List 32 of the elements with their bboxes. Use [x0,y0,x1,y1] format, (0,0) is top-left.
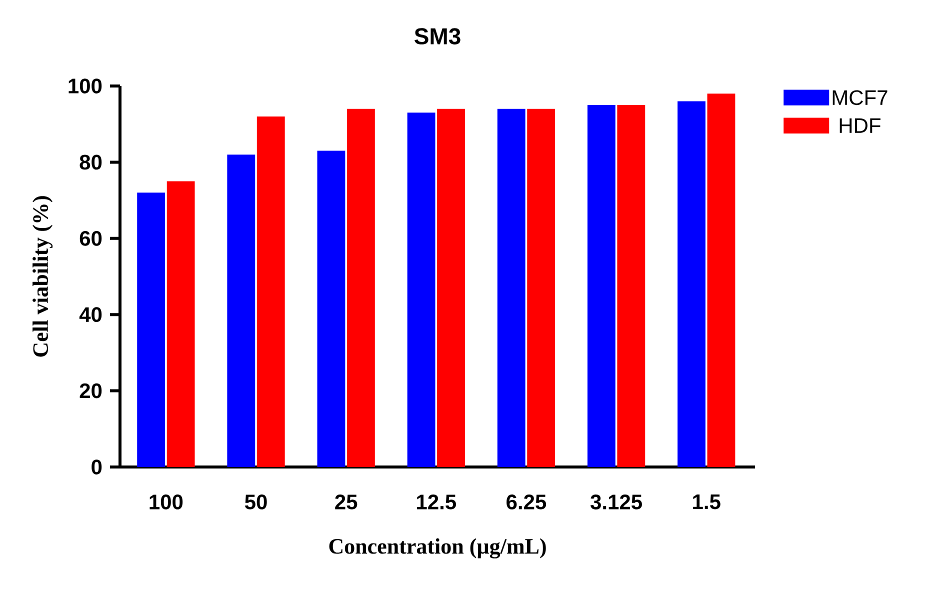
chart-title: SM3 [414,28,460,44]
bar [707,94,736,468]
bar [346,108,375,468]
x-tick-label: 3.125 [590,494,642,510]
bar [497,108,526,468]
y-tick-label: 0 [92,460,102,474]
x-tick-label: 25 [335,494,358,510]
y-tick-label: 20 [80,383,102,398]
legend-label: HDF [840,118,880,133]
bar [678,101,706,468]
y-tick-label: 40 [79,307,102,322]
bar [527,108,556,468]
bar [437,108,465,468]
bar [317,150,346,468]
legend-label: MCF7 [832,90,888,106]
bar [227,154,256,468]
bar [166,181,195,468]
y-axis-title: Cell viability (%) [32,196,53,357]
x-tick-label: 1.5 [693,494,720,510]
bar [137,192,166,468]
y-tick-label: 60 [80,230,102,246]
x-tick-label: 12.5 [417,494,456,510]
x-tick-label: 100 [150,494,183,510]
x-tick-label: 50 [244,494,267,510]
bar [407,112,436,468]
bar [256,116,285,468]
y-tick-label: 80 [80,154,102,170]
x-tick-label: 6.25 [506,494,546,510]
x-axis-title: Concentration (µg/mL) [329,538,546,558]
y-tick-label: 100 [68,78,102,94]
bar [587,105,616,468]
bar [617,105,646,468]
